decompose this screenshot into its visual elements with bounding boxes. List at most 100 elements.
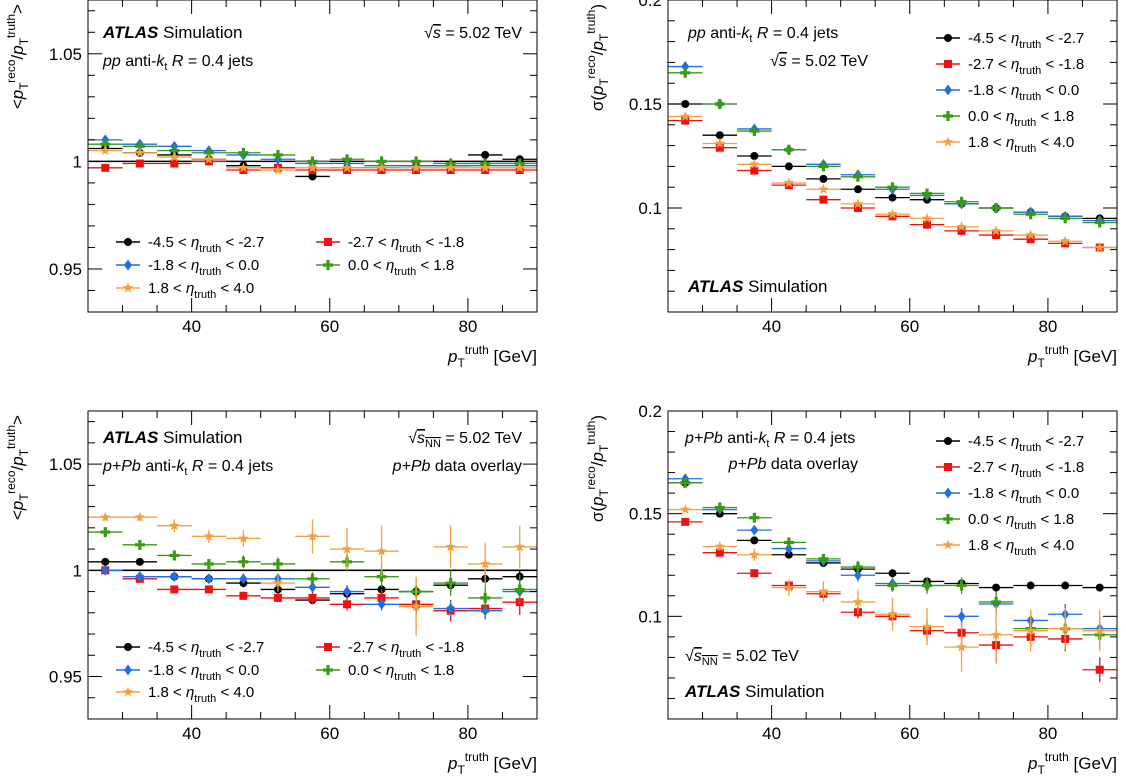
- jets-label: pp anti-kt R = 0.4 jets: [687, 25, 838, 45]
- data-point: [991, 596, 1002, 607]
- legend-marker: [944, 34, 952, 42]
- legend-marker: [324, 643, 332, 651]
- y-tick-label: 1: [73, 561, 82, 580]
- x-tick-label: 60: [320, 724, 339, 743]
- legend-entry: -2.7 < ηtruth < -1.8: [936, 459, 1084, 480]
- legend-label: -4.5 < ηtruth < -2.7: [148, 234, 264, 255]
- y-tick-label: 0.1: [638, 607, 662, 626]
- data-point: [853, 185, 862, 194]
- data-point: [1095, 583, 1104, 592]
- legend-label: -2.7 < ηtruth < -1.8: [348, 234, 464, 255]
- data-point: [921, 212, 933, 223]
- data-point: [749, 512, 760, 523]
- data-point: [100, 511, 111, 522]
- x-tick-label: 80: [458, 317, 477, 336]
- data-point: [922, 580, 933, 591]
- data-point: [204, 573, 213, 585]
- data-point: [956, 641, 967, 652]
- panel-mean-response-pp: 40 60 80 0.95 1 1.05 pT​truth​ [GeV] <pT​reco​/…: [4, 0, 538, 370]
- legend-marker: [124, 259, 132, 271]
- legend-label: -1.8 < ηtruth < 0.0: [968, 485, 1079, 506]
- legend-marker: [943, 111, 954, 121]
- legend-entry: -1.8 < ηtruth < 0.0: [116, 257, 259, 278]
- y-tick-label: 0.95: [49, 260, 82, 279]
- data-point: [750, 524, 759, 536]
- legend-marker: [943, 514, 954, 525]
- data-point: [272, 164, 284, 175]
- data-point: [714, 502, 725, 513]
- jets-label: p+Pb anti-kt R = 0.4 jets: [102, 458, 273, 478]
- legend-label: -2.7 < ηtruth < -1.8: [968, 56, 1084, 77]
- data-point: [169, 151, 180, 162]
- legend-marker: [944, 463, 952, 471]
- data-point: [101, 163, 110, 172]
- legend-marker: [942, 136, 954, 147]
- data-point: [818, 586, 829, 597]
- data-point: [410, 162, 422, 173]
- data-point: [956, 580, 967, 591]
- jets-label: p+Pb anti-kt R = 0.4 jets: [684, 430, 855, 450]
- data-point: [307, 156, 318, 167]
- data-point: [1061, 581, 1070, 590]
- legend-entry: -1.8 < ηtruth < 0.0: [936, 485, 1079, 506]
- data-point: [888, 569, 897, 578]
- data-point: [887, 608, 898, 619]
- legend-entry: 0.0 < ηtruth < 1.8: [316, 662, 454, 683]
- jets-label: pp anti-kt R = 0.4 jets: [102, 53, 253, 73]
- y-tick-label: 1.05: [49, 455, 82, 474]
- overlay-label: p+Pb data overlay: [728, 456, 858, 473]
- series-4: [668, 110, 1117, 252]
- overlay-label: p+Pb data overlay: [392, 458, 522, 475]
- x-tick-label: 40: [182, 724, 201, 743]
- data-point: [992, 231, 1001, 240]
- data-point: [715, 131, 724, 140]
- legend-entry: 1.8 < ηtruth < 4.0: [936, 537, 1074, 558]
- y-tick-label: 0.15: [629, 95, 662, 114]
- x-tick-label: 60: [900, 724, 919, 743]
- data-point: [852, 171, 863, 182]
- data-point: [887, 208, 898, 219]
- y-tick-label: 0.2: [638, 402, 662, 421]
- series-4: [88, 511, 537, 637]
- data-point: [272, 149, 283, 160]
- data-point: [238, 147, 249, 158]
- data-point: [784, 162, 793, 171]
- atlas-label: ATLAS Simulation: [687, 277, 828, 296]
- plot-frame: [667, 410, 1118, 720]
- data-point: [272, 577, 284, 588]
- data-point: [923, 220, 932, 229]
- data-point: [273, 593, 282, 602]
- panel-mean-response-ppb: 40 60 80 0.95 1 1.05 pT​truth​ [GeV] <pT​reco​/…: [4, 410, 538, 777]
- data-point: [479, 558, 491, 569]
- data-point: [888, 193, 897, 202]
- data-point: [750, 166, 759, 175]
- data-point: [479, 162, 491, 173]
- data-point: [750, 569, 759, 578]
- data-point: [204, 585, 213, 594]
- data-point: [1094, 625, 1105, 636]
- data-point: [750, 152, 759, 160]
- legend: -4.5 < ηtruth < -2.7 -2.7 < ηtruth < -1.8…: [116, 234, 464, 301]
- data-point: [169, 520, 180, 531]
- data-point: [170, 585, 179, 594]
- data-point: [307, 530, 318, 541]
- data-point: [376, 162, 387, 173]
- data-point: [307, 162, 318, 173]
- data-point: [238, 162, 249, 173]
- data-point: [1094, 242, 1105, 252]
- data-point: [1059, 623, 1071, 634]
- data-point: [680, 110, 691, 121]
- data-point: [134, 539, 145, 550]
- data-point: [377, 598, 386, 610]
- legend-label: 1.8 < ηtruth < 4.0: [148, 280, 254, 301]
- x-tick-label: 60: [320, 317, 339, 336]
- y-axis-title: σ(pT​reco​/pT​truth​): [584, 4, 611, 111]
- legend: -4.5 < ηtruth < -2.7 -2.7 < ηtruth < -1.8…: [936, 30, 1084, 155]
- data-point: [853, 569, 862, 581]
- data-point: [681, 100, 690, 108]
- data-point: [411, 156, 422, 167]
- legend-label: -4.5 < ηtruth < -2.7: [148, 639, 264, 660]
- legend-label: 0.0 < ηtruth < 1.8: [348, 662, 454, 683]
- legend-label: -4.5 < ηtruth < -2.7: [968, 433, 1084, 454]
